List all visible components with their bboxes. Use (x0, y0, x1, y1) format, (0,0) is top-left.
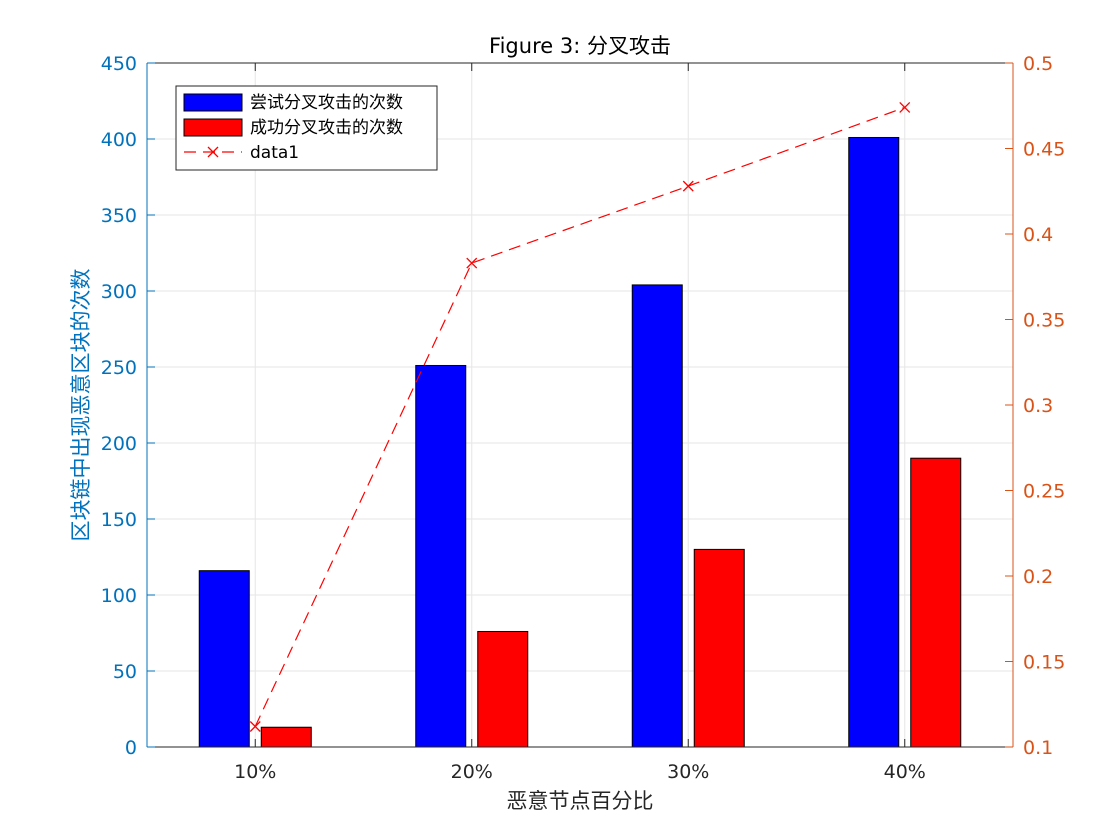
bar-successful-4 (910, 457, 962, 748)
bar-series-group (198, 136, 962, 748)
left-tick-label: 200 (101, 433, 137, 455)
right-tick-label: 0.3 (1023, 395, 1053, 417)
x-tick-label: 10% (234, 761, 276, 783)
line-series-group (249, 102, 911, 732)
left-tick-label: 350 (101, 205, 137, 227)
line-marker-2 (466, 257, 478, 269)
legend-label-2: 成功分叉攻击的次数 (250, 118, 403, 138)
line-marker-4 (899, 102, 911, 113)
legend-label-1: 尝试分叉攻击的次数 (250, 93, 403, 113)
line-marker-3 (682, 180, 694, 192)
chart-title: Figure 3: 分叉攻击 (489, 34, 671, 58)
left-tick-label: 100 (101, 585, 137, 607)
right-tick-label: 0.35 (1023, 310, 1065, 332)
left-tick-label: 450 (101, 53, 137, 75)
legend-swatch-marker (207, 146, 219, 158)
bar-attempted-1 (198, 570, 250, 748)
left-tick-label: 400 (101, 129, 137, 151)
x-tick-label: 30% (667, 761, 709, 783)
left-tick-label: 0 (125, 737, 137, 759)
bar-attempted-3 (631, 284, 683, 748)
x-tick-label: 40% (884, 761, 926, 783)
right-tick-label: 0.4 (1023, 224, 1053, 246)
left-tick-label: 150 (101, 509, 137, 531)
right-tick-label: 0.1 (1023, 737, 1053, 759)
left-tick-label: 300 (101, 281, 137, 303)
left-tick-label: 250 (101, 357, 137, 379)
left-y-axis-label: 区块链中出现恶意区块的次数 (69, 269, 93, 542)
bar-successful-3 (693, 548, 745, 748)
bar-successful-1 (260, 726, 312, 748)
left-tick-label: 50 (113, 661, 137, 683)
line-marker-1 (249, 721, 261, 732)
bar-attempted-2 (415, 364, 467, 748)
bar-successful-2 (477, 630, 529, 748)
legend-label-3: data1 (250, 143, 299, 163)
bar-attempted-4 (848, 136, 900, 748)
right-tick-label: 0.5 (1023, 53, 1053, 75)
right-tick-label: 0.15 (1023, 652, 1065, 674)
right-tick-label: 0.2 (1023, 566, 1053, 588)
x-axis-ticks: 10% 20% 30% 40% (234, 63, 926, 783)
x-axis-label: 恶意节点百分比 (507, 789, 654, 813)
line-data1 (254, 106, 905, 727)
legend-swatch-1 (183, 93, 243, 112)
right-axis-ticks: 0.1 0.15 0.2 0.25 0.3 0.35 0.4 0.45 0.5 (1005, 53, 1065, 759)
right-tick-label: 0.45 (1023, 139, 1065, 161)
right-tick-label: 0.25 (1023, 481, 1065, 503)
left-axis-ticks: 0 50 100 150 200 250 300 350 400 450 (101, 53, 155, 759)
x-tick-label: 20% (451, 761, 493, 783)
legend-swatch-2 (183, 118, 243, 137)
